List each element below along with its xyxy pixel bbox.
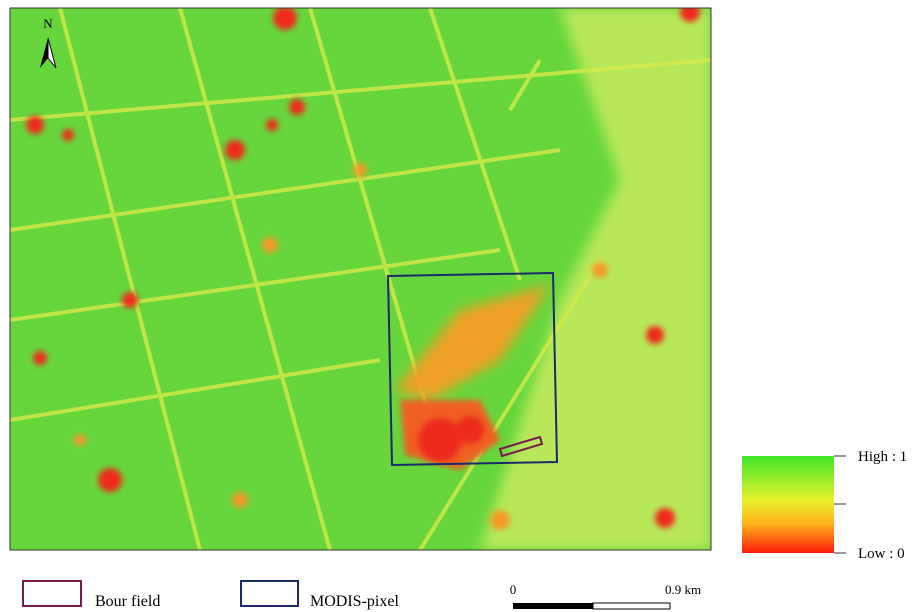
scale-bar [513, 603, 593, 609]
north-arrow: N [40, 16, 57, 69]
raster [10, 8, 711, 550]
scale-start: 0 [510, 582, 517, 597]
modis-pixel-outline [386, 271, 559, 467]
north-label: N [43, 16, 53, 31]
high-label: High : 1 [858, 449, 907, 465]
legend-label: Bour field [95, 593, 160, 610]
bour-field-outline [498, 435, 544, 458]
legend-swatch [22, 580, 82, 607]
legend-label: MODIS-pixel [310, 593, 399, 610]
color-ramp [742, 456, 834, 553]
legend-swatch [240, 580, 299, 607]
low-label: Low : 0 [858, 546, 905, 562]
map-frame [9, 7, 712, 551]
scale-bar [592, 602, 671, 610]
scale-end: 0.9 km [665, 582, 701, 597]
